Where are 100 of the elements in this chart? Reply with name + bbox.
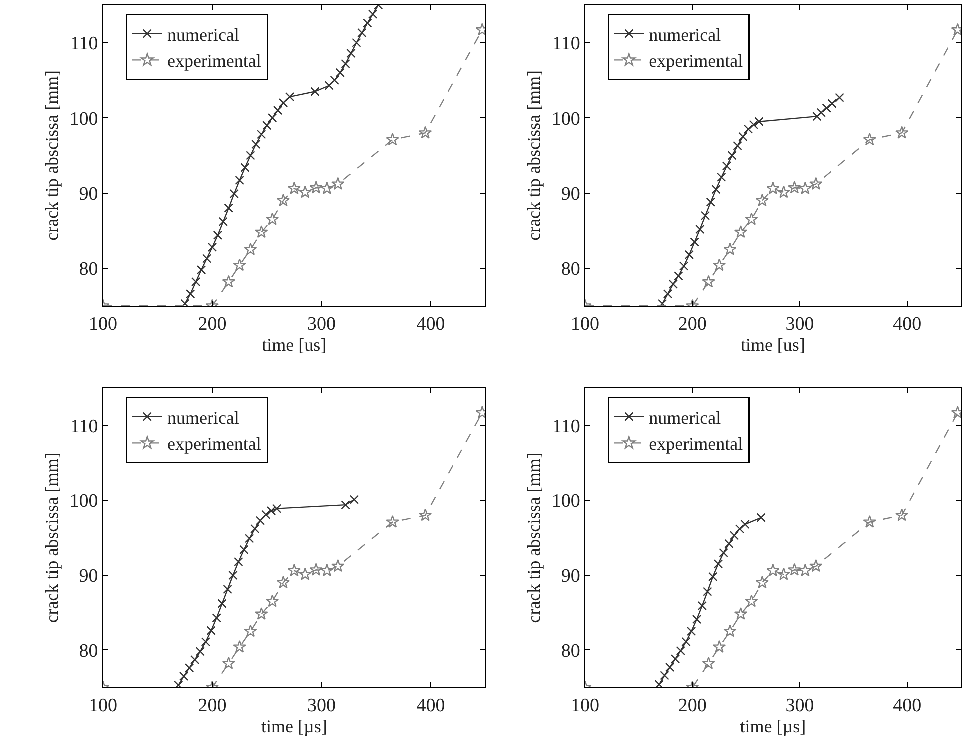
point <box>223 585 232 594</box>
point <box>679 262 689 271</box>
point <box>298 186 312 198</box>
point <box>719 548 728 558</box>
point <box>358 28 367 38</box>
point <box>234 557 244 567</box>
y-tick-label: 110 <box>552 34 580 55</box>
point <box>756 194 770 207</box>
point <box>788 181 802 194</box>
point <box>320 564 334 577</box>
legend-label: numerical <box>167 24 240 45</box>
point <box>895 508 909 522</box>
x-tick-label: 400 <box>416 696 446 717</box>
point <box>724 539 734 549</box>
point <box>276 576 290 589</box>
y-axis-title: crack tip abscissa [mm] <box>42 70 62 241</box>
point <box>756 513 766 522</box>
point <box>201 637 211 647</box>
point <box>213 230 223 240</box>
point <box>654 680 664 688</box>
point <box>208 242 218 252</box>
point <box>810 177 823 190</box>
y-tick-label: 90 <box>561 184 580 205</box>
point <box>749 120 758 130</box>
point <box>257 130 266 140</box>
point <box>712 184 721 194</box>
point <box>735 524 745 534</box>
y-tick-label: 80 <box>561 640 580 662</box>
y-tick-label: 90 <box>79 566 98 588</box>
point <box>745 212 758 226</box>
point <box>184 664 194 673</box>
point <box>341 500 350 510</box>
point <box>744 124 754 134</box>
point <box>738 132 748 142</box>
point <box>350 495 360 504</box>
point <box>252 140 261 150</box>
point <box>418 508 432 522</box>
point <box>663 289 673 299</box>
x-tick-label: 400 <box>893 696 922 717</box>
point <box>835 93 844 102</box>
point <box>235 176 244 186</box>
point <box>218 217 228 226</box>
point <box>798 564 812 577</box>
point <box>246 151 256 160</box>
point <box>863 133 876 146</box>
point <box>714 560 724 569</box>
x-axis-title: time [us] <box>262 335 327 356</box>
point <box>658 299 668 306</box>
point <box>346 48 356 58</box>
point <box>670 654 680 664</box>
point <box>692 614 702 624</box>
point <box>288 564 302 577</box>
point <box>222 656 236 670</box>
point <box>766 564 780 577</box>
point <box>298 568 312 580</box>
legend-label: experimental <box>649 51 744 72</box>
legend-label: numerical <box>649 408 722 428</box>
point <box>352 38 362 48</box>
point <box>368 10 378 19</box>
point <box>191 277 201 287</box>
x-tick-label: 200 <box>678 696 707 717</box>
point <box>674 271 684 281</box>
point <box>310 181 323 194</box>
point <box>754 117 764 126</box>
y-tick-label: 80 <box>561 259 580 280</box>
point <box>179 672 189 682</box>
point <box>740 520 750 530</box>
y-tick-label: 80 <box>79 640 98 662</box>
legend-label: experimental <box>167 51 262 72</box>
point <box>180 299 190 306</box>
point <box>724 242 737 256</box>
point <box>698 601 707 611</box>
y-tick-label: 100 <box>552 491 580 512</box>
y-tick-label: 100 <box>552 108 580 130</box>
point <box>712 640 726 653</box>
point <box>244 242 258 256</box>
point <box>228 570 238 580</box>
point <box>816 108 826 118</box>
point <box>233 640 246 653</box>
point <box>666 662 675 672</box>
y-tick-label: 110 <box>70 416 98 438</box>
point <box>733 141 742 151</box>
point <box>255 226 268 238</box>
point <box>386 133 400 146</box>
point <box>745 594 758 608</box>
y-axis-title: crack tip abscissa [mm] <box>524 70 544 241</box>
x-tick-label: 300 <box>307 696 336 717</box>
point <box>240 545 249 555</box>
point <box>250 524 260 534</box>
point <box>687 626 696 636</box>
point <box>702 275 716 288</box>
point <box>712 258 726 272</box>
point <box>777 568 791 580</box>
point <box>266 594 280 608</box>
x-tick-label: 200 <box>198 314 227 336</box>
point <box>332 177 345 190</box>
y-axis-title: crack tip abscissa [mm] <box>524 452 544 624</box>
point <box>174 680 184 688</box>
point <box>273 106 283 116</box>
y-tick-label: 100 <box>70 491 98 512</box>
